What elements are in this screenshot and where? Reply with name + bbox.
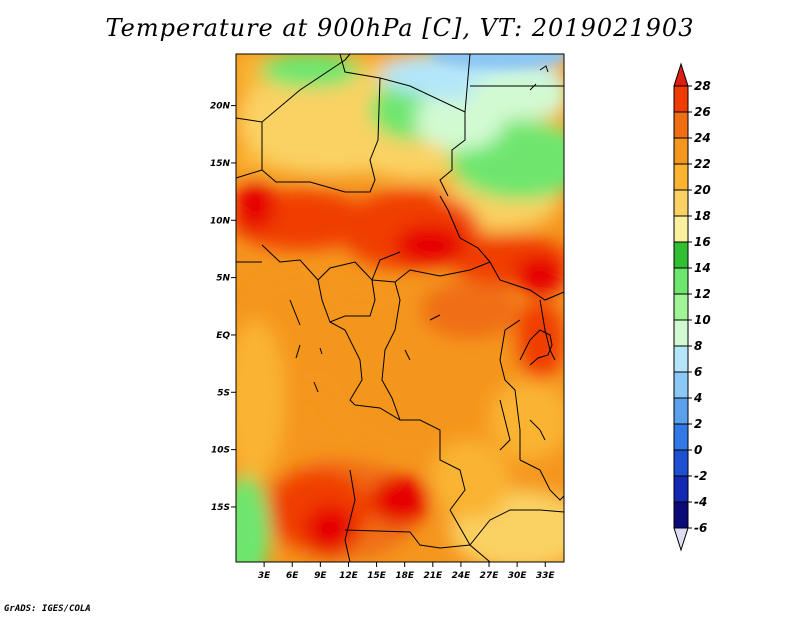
lon-tick-label: 6E — [286, 571, 299, 581]
colorbar-segment — [673, 449, 689, 477]
colorbar-label: 14 — [694, 261, 711, 275]
lon-tick-label: 33E — [536, 571, 556, 581]
lon-tick-label: 9E — [314, 571, 327, 581]
colorbar-segment — [673, 163, 689, 191]
lat-tick-label: 10N — [210, 216, 231, 226]
colorbar-label: 12 — [694, 287, 711, 301]
lon-tick-label: 18E — [395, 571, 415, 581]
lon-tick-label: 24E — [452, 571, 472, 581]
colorbar-segment — [673, 111, 689, 139]
grads-credit: GrADS: IGES/COLA — [4, 604, 91, 614]
colorbar-segment — [673, 475, 689, 503]
colorbar-segment — [673, 397, 689, 425]
country-borders — [235, 53, 565, 563]
lon-axis: 3E 6E 9E 12E 15E 18E 21E 24E 27E 30E 33E — [258, 562, 556, 581]
map-title: Temperature at 900hPa [C], VT: 201902190… — [105, 14, 695, 42]
colorbar-label: 2 — [694, 417, 702, 431]
colorbar-segment — [673, 423, 689, 451]
lat-axis: 20N 15N 10N 5N EQ 5S 10S 15S — [210, 102, 236, 513]
colorbar-segment — [673, 319, 689, 347]
colorbar-label: 28 — [694, 79, 711, 93]
temperature-field — [236, 54, 564, 562]
lat-tick-label: 15N — [210, 159, 231, 169]
lat-tick-label: 15S — [211, 503, 230, 513]
lon-tick-label: 15E — [367, 571, 387, 581]
colorbar-segment — [673, 501, 689, 529]
colorbar-label: 26 — [694, 105, 711, 119]
lat-tick-label: 10S — [211, 446, 230, 456]
colorbar-segment — [673, 345, 689, 373]
colorbar-segment — [673, 371, 689, 399]
colorbar-segment — [673, 267, 689, 295]
colorbar-label: 16 — [694, 235, 711, 249]
colorbar-label: 10 — [694, 313, 711, 327]
colorbar-label: 6 — [694, 365, 702, 379]
colorbar-segment — [673, 85, 689, 113]
colorbar-label: 20 — [694, 183, 711, 197]
colorbar-label: 18 — [694, 209, 711, 223]
lon-tick-label: 3E — [258, 571, 271, 581]
colorbar-label: 24 — [694, 131, 711, 145]
colorbar-label: -2 — [694, 469, 707, 483]
colorbar-label: 0 — [694, 443, 702, 457]
lon-tick-label: 27E — [480, 571, 500, 581]
lon-tick-label: 12E — [339, 571, 359, 581]
lat-tick-label: 5S — [217, 388, 230, 398]
colorbar-bottom-arrow — [673, 527, 689, 552]
colorbar-segment — [673, 241, 689, 269]
colorbar-segment — [673, 215, 689, 243]
colorbar-label: 4 — [693, 391, 702, 405]
lat-tick-label: 5N — [216, 274, 230, 284]
colorbar-label: -4 — [694, 495, 707, 509]
colorbar-segment — [673, 293, 689, 321]
colorbar-segment — [673, 137, 689, 165]
colorbar-top-arrow — [673, 62, 689, 87]
colorbar-label: 22 — [694, 157, 711, 171]
lon-tick-label: 21E — [423, 571, 443, 581]
colorbar-label: 8 — [694, 339, 702, 353]
colorbar-segment — [673, 189, 689, 217]
lat-tick-label: EQ — [216, 331, 230, 341]
colorbar-label: -6 — [694, 521, 707, 535]
lat-tick-label: 20N — [210, 102, 231, 112]
lon-tick-label: 30E — [508, 571, 528, 581]
